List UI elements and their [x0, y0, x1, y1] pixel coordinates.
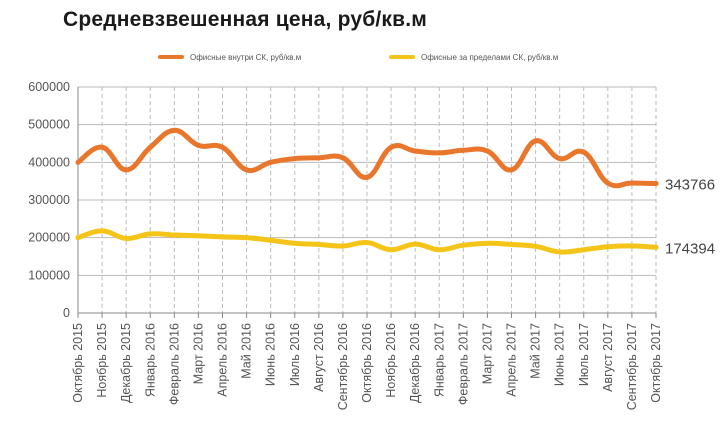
x-tick-label: Февраль 2017 [456, 323, 470, 405]
data-point-series-1 [75, 159, 81, 165]
x-tick-label: Октябрь 2015 [71, 323, 85, 403]
data-point-series-1 [460, 147, 466, 153]
x-tick-label: Июль 2017 [577, 323, 591, 386]
data-point-series-1 [268, 159, 274, 165]
data-point-series-1 [412, 148, 418, 154]
y-tick-label: 100000 [28, 268, 70, 282]
legend-label-series-1: Офисные внутри СК, руб/кв.м [190, 52, 302, 62]
y-tick-label: 300000 [28, 193, 70, 207]
y-tick-label: 600000 [28, 80, 70, 94]
x-tick-label: Октябрь 2016 [360, 323, 374, 403]
x-tick-label: Январь 2016 [143, 323, 157, 397]
y-tick-label: 400000 [28, 155, 70, 169]
data-point-series-1 [244, 167, 250, 173]
data-point-series-2 [605, 244, 611, 250]
data-point-series-1 [147, 144, 153, 150]
data-point-series-1 [340, 155, 346, 161]
x-tick-label: Ноябрь 2016 [384, 323, 398, 398]
data-point-series-2 [292, 240, 298, 246]
data-point-series-1 [605, 180, 611, 186]
x-tick-label: Октябрь 2017 [649, 323, 663, 403]
y-tick-label: 200000 [28, 231, 70, 245]
data-point-series-1 [533, 138, 539, 144]
data-point-series-1 [99, 144, 105, 150]
data-point-series-2 [268, 237, 274, 243]
data-point-series-2 [195, 233, 201, 239]
x-tick-label: Март 2016 [191, 323, 205, 384]
end-value-label-series-1: 343766 [665, 177, 715, 194]
data-point-series-1 [557, 156, 563, 162]
data-point-series-2 [171, 232, 177, 238]
data-point-series-2 [581, 247, 587, 253]
y-tick-label: 500000 [28, 118, 70, 132]
data-point-series-2 [123, 235, 129, 241]
data-point-series-2 [412, 241, 418, 247]
x-tick-label: Сентябрь 2016 [336, 323, 350, 410]
x-tick-label: Июнь 2017 [553, 323, 567, 386]
x-tick-label: Август 2016 [312, 323, 326, 392]
x-tick-label: Май 2016 [240, 323, 254, 379]
x-tick-label: Июль 2016 [288, 323, 302, 386]
data-point-series-2 [340, 243, 346, 249]
data-point-series-2 [533, 243, 539, 249]
data-point-series-2 [99, 228, 105, 234]
data-point-series-1 [364, 174, 370, 180]
x-tick-label: Август 2017 [601, 323, 615, 392]
data-point-series-2 [244, 235, 250, 241]
legend-item-series-2: Офисные за пределами СК, руб/кв.м [389, 50, 558, 64]
x-tick-label: Ноябрь 2015 [95, 323, 109, 398]
data-point-series-2 [484, 240, 490, 246]
data-point-series-1 [388, 144, 394, 150]
data-point-series-2 [653, 244, 659, 250]
data-point-series-2 [557, 249, 563, 255]
data-point-series-2 [75, 235, 81, 241]
data-point-series-1 [629, 180, 635, 186]
legend-swatch-series-2 [389, 55, 415, 59]
x-tick-label: Апрель 2016 [216, 323, 230, 397]
data-point-series-2 [388, 247, 394, 253]
data-point-series-1 [436, 150, 442, 156]
data-point-series-1 [220, 144, 225, 150]
x-tick-label: Январь 2017 [432, 323, 446, 397]
legend-label-series-2: Офисные за пределами СК, руб/кв.м [421, 52, 559, 62]
x-tick-label: Декабрь 2015 [119, 323, 133, 403]
data-point-series-2 [509, 241, 514, 247]
y-tick-label: 0 [63, 306, 70, 320]
data-point-series-1 [484, 148, 490, 154]
data-point-series-1 [653, 181, 659, 187]
data-point-series-1 [171, 127, 177, 133]
chart-title: Средневзвешенная цена, руб/кв.м [63, 8, 427, 31]
data-point-series-1 [316, 155, 322, 161]
data-point-series-1 [292, 156, 298, 162]
data-point-series-2 [436, 247, 442, 253]
legend-swatch-series-1 [158, 55, 184, 59]
x-tick-label: Сентябрь 2017 [625, 323, 639, 410]
x-tick-label: Июнь 2016 [264, 323, 278, 386]
data-point-series-1 [123, 167, 129, 173]
x-tick-label: Май 2017 [529, 323, 543, 379]
end-value-label-series-2: 174394 [665, 240, 715, 257]
data-point-series-2 [220, 234, 225, 240]
data-point-series-2 [316, 241, 322, 247]
data-point-series-2 [147, 231, 153, 237]
data-point-series-1 [509, 167, 514, 173]
x-tick-label: Март 2017 [480, 323, 494, 384]
legend-item-series-1: Офисные внутри СК, руб/кв.м [158, 50, 301, 64]
data-point-series-2 [629, 243, 635, 249]
x-tick-label: Февраль 2016 [167, 323, 181, 405]
data-point-series-2 [460, 242, 466, 248]
x-tick-label: Апрель 2017 [505, 323, 519, 397]
data-point-series-1 [581, 149, 587, 155]
x-tick-label: Декабрь 2016 [408, 323, 422, 403]
data-point-series-2 [364, 240, 370, 246]
data-point-series-1 [195, 142, 201, 148]
